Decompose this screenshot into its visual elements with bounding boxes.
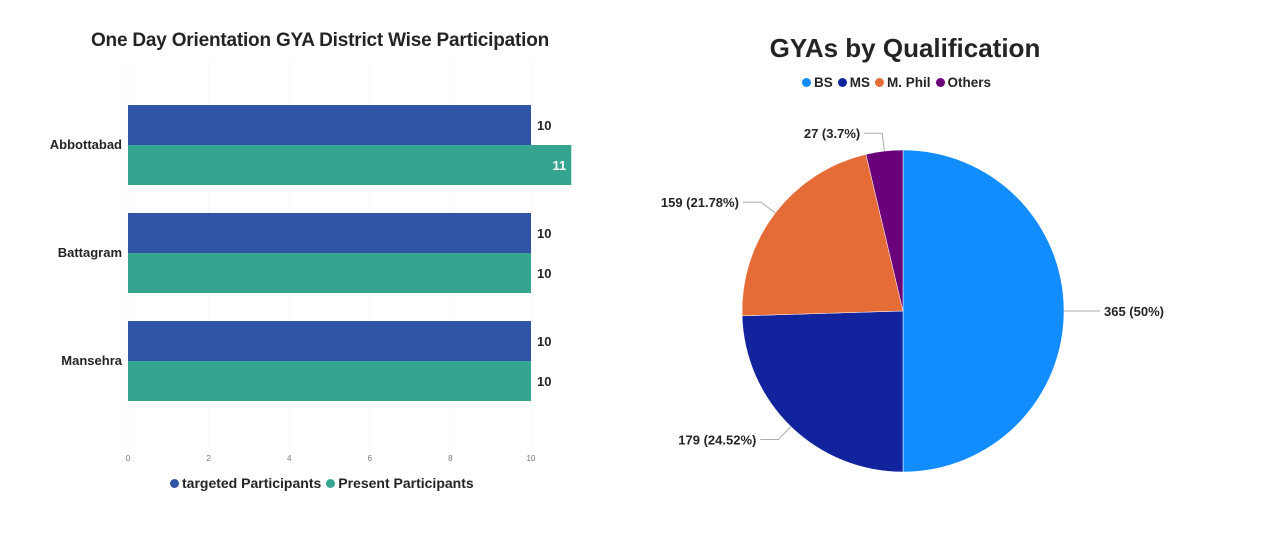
legend-label: Present Participants [338,475,474,491]
legend-marker [935,78,945,87]
data-label: 10 [537,266,551,281]
legend-marker [326,478,336,488]
legend-marker [875,78,885,87]
category-label: Abbottabad [50,137,122,152]
bar-chart-legend: targeted Participants Present Participant… [170,475,479,491]
data-label: 10 [537,118,551,133]
slice-data-label: 179 (24.52%) [678,432,756,447]
data-label: 10 [537,226,551,241]
legend-item[interactable]: M. Phil [875,75,931,90]
category-label: Battagram [58,245,122,260]
x-tick-label: 4 [287,454,292,463]
legend-marker [837,78,847,87]
data-label: 11 [553,158,567,173]
x-tick-label: 0 [126,454,131,463]
x-tick-label: 6 [368,454,373,463]
pie-chart-svg: 365 (50%) 179 (24.52%) 159 (21.78%) 27 (3.7… [661,126,1164,473]
pie-slice[interactable] [865,149,904,312]
bar-chart-panel: One Day Orientation GYA District Wise Pa… [0,0,640,534]
legend-label: M. Phil [887,75,931,90]
x-tick-label: 2 [206,454,211,463]
bar[interactable] [128,145,572,185]
pie-chart-panel: GYAs by Qualification BS MS M. Phil Others … [640,0,1288,534]
category-label: Mansehra [61,353,122,368]
pie-chart-legend: BS MS M. Phil Others [802,75,996,90]
bar[interactable] [128,253,531,293]
slice-data-label: 27 (3.7%) [804,126,860,141]
legend-item[interactable]: targeted Participants [170,475,321,491]
legend-item[interactable]: Others [935,75,992,90]
bar-chart-svg: 0 2 4 6 8 10 Abbottabad 10 11 Battagram 10 10 Manseh… [50,60,572,463]
leader-line [864,132,885,152]
legend-item[interactable]: MS [837,75,871,90]
leader-line [742,201,776,214]
legend-label: MS [849,75,871,90]
bar[interactable] [128,213,531,253]
legend-item[interactable]: Present Participants [326,475,474,491]
legend-marker [802,78,811,87]
bar[interactable] [128,361,531,401]
pie-chart-title: GYAs by Qualification [769,33,1041,63]
pie-slice[interactable] [902,149,1065,473]
x-tick-label: 10 [527,454,536,463]
legend-item[interactable]: BS [802,75,833,90]
pie-slice[interactable] [741,310,904,473]
x-tick-label: 8 [448,454,453,463]
pie-slice[interactable] [741,154,904,317]
bar-chart-title: One Day Orientation GYA District Wise Pa… [90,30,550,51]
bar[interactable] [128,321,531,361]
legend-label: BS [814,75,833,90]
legend-label: Others [947,75,992,90]
legend-label: targeted Participants [182,475,322,491]
slice-data-label: 159 (21.78%) [661,195,739,210]
legend-marker [170,478,179,488]
data-label: 10 [537,374,551,389]
data-label: 10 [537,334,551,349]
bar[interactable] [128,105,531,145]
leader-line [760,426,792,440]
slice-data-label: 365 (50%) [1104,304,1164,319]
